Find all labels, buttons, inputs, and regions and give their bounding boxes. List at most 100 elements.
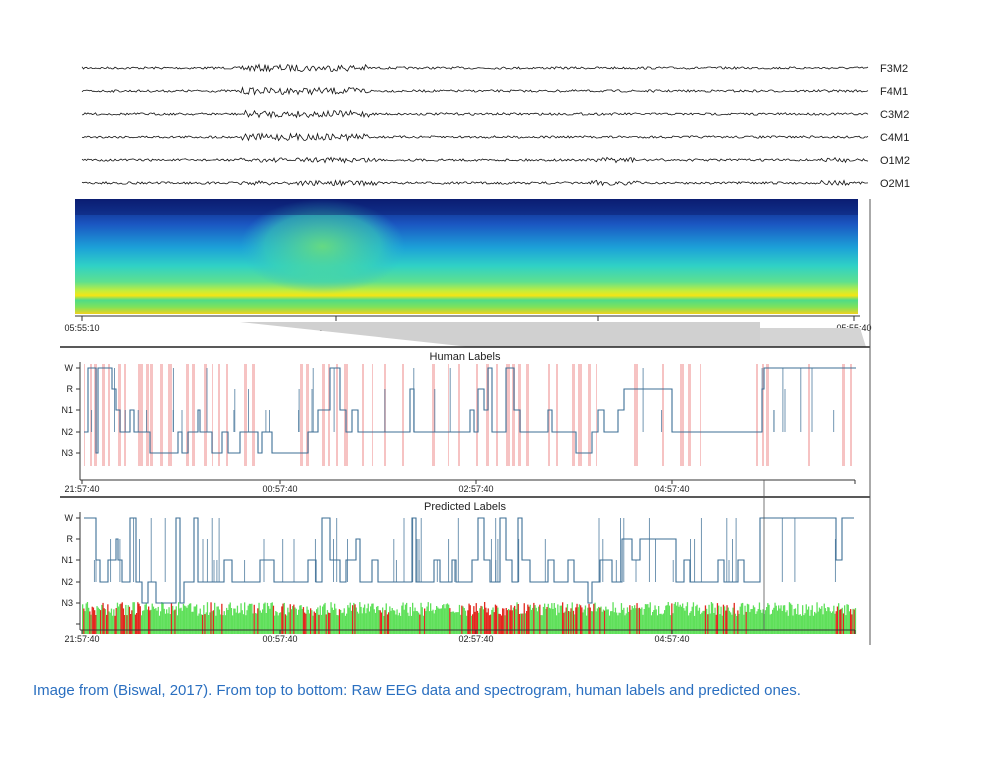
prediction-bar <box>616 612 618 634</box>
prediction-bar <box>451 611 453 634</box>
prediction-bar <box>186 607 188 634</box>
prediction-bar <box>419 614 421 634</box>
prediction-bar <box>620 603 623 634</box>
prediction-bar <box>425 611 427 634</box>
prediction-bar <box>674 602 677 634</box>
prediction-bar <box>619 612 621 634</box>
prediction-bar <box>289 604 291 634</box>
prediction-bar <box>530 609 533 634</box>
prediction-bar <box>601 611 603 634</box>
prediction-bar <box>847 604 849 634</box>
prediction-bar <box>805 604 807 634</box>
prediction-bar <box>682 603 684 634</box>
prediction-bar <box>667 602 669 634</box>
prediction-bar <box>456 612 458 634</box>
prediction-bar <box>307 609 309 634</box>
prediction-bar <box>628 611 630 634</box>
prediction-bar <box>697 610 699 634</box>
prediction-bar <box>156 610 158 634</box>
prediction-bar <box>162 602 164 634</box>
prediction-bar <box>517 604 519 634</box>
mismatch-band <box>662 364 664 466</box>
prediction-bar <box>408 615 410 634</box>
prediction-bar <box>92 607 95 634</box>
prediction-bar <box>233 608 235 634</box>
prediction-bar <box>631 606 633 634</box>
eeg-trace <box>81 86 869 96</box>
prediction-bar <box>703 610 705 634</box>
prediction-bar <box>395 614 397 634</box>
mismatch-band <box>634 364 638 466</box>
y-tick-label: R <box>67 384 74 394</box>
tick-label: 05:55:10 <box>64 323 99 333</box>
prediction-bar <box>446 603 449 634</box>
prediction-bar <box>782 605 785 634</box>
prediction-bar <box>716 603 719 634</box>
prediction-bar <box>253 604 255 634</box>
prediction-bar <box>275 611 277 634</box>
prediction-bar <box>666 605 668 634</box>
prediction-bar <box>830 612 833 634</box>
prediction-bar <box>780 605 782 634</box>
prediction-bar <box>482 609 485 634</box>
prediction-bar <box>392 610 395 634</box>
prediction-bar <box>452 611 455 634</box>
prediction-bar <box>330 602 332 634</box>
prediction-bar <box>829 611 831 634</box>
prediction-bar <box>676 605 678 634</box>
prediction-bar <box>480 605 482 634</box>
eeg-trace <box>81 132 869 142</box>
prediction-bar <box>356 611 359 634</box>
prediction-bar <box>764 610 767 634</box>
prediction-bar <box>640 608 642 634</box>
prediction-bar <box>799 614 801 634</box>
prediction-bar <box>361 613 363 634</box>
eeg-trace <box>81 109 869 119</box>
prediction-bar <box>852 608 854 634</box>
prediction-bar <box>293 604 295 634</box>
prediction-bar <box>776 610 779 634</box>
prediction-bar <box>377 606 379 634</box>
prediction-bar <box>510 605 512 634</box>
prediction-bar <box>817 611 819 634</box>
prediction-bar <box>313 611 315 634</box>
mismatch-band <box>496 364 498 466</box>
prediction-bar <box>402 602 404 634</box>
prediction-bar <box>337 615 339 634</box>
prediction-bar <box>833 605 835 634</box>
mismatch-band <box>506 364 510 466</box>
prediction-bar <box>670 615 672 634</box>
prediction-bar <box>581 607 583 634</box>
prediction-bar <box>430 603 432 634</box>
prediction-bar <box>389 606 391 634</box>
y-tick-label: N3 <box>61 448 73 458</box>
mismatch-band <box>102 364 105 466</box>
mismatch-band <box>372 364 373 466</box>
prediction-bar <box>462 606 464 634</box>
prediction-bar <box>608 615 611 634</box>
prediction-bar <box>466 615 468 634</box>
hypnogram-line <box>84 367 856 454</box>
prediction-bar <box>401 605 403 634</box>
mismatch-band <box>306 364 309 466</box>
prediction-bar <box>824 608 827 634</box>
prediction-bar <box>742 602 744 634</box>
prediction-bar <box>176 615 179 634</box>
prediction-bar <box>604 610 606 634</box>
prediction-bar <box>302 607 305 634</box>
prediction-bar <box>469 605 471 634</box>
prediction-bar <box>198 613 200 634</box>
prediction-bar <box>840 608 842 634</box>
prediction-bar <box>259 610 261 634</box>
prediction-bar <box>272 605 275 634</box>
prediction-bar <box>106 614 108 634</box>
prediction-bar <box>761 612 763 634</box>
prediction-bar <box>354 604 356 634</box>
prediction-bar <box>463 608 465 634</box>
prediction-bar <box>271 602 273 634</box>
prediction-bar <box>173 610 175 634</box>
prediction-bar <box>700 614 702 634</box>
prediction-bar <box>511 610 513 634</box>
prediction-bar <box>836 606 839 634</box>
